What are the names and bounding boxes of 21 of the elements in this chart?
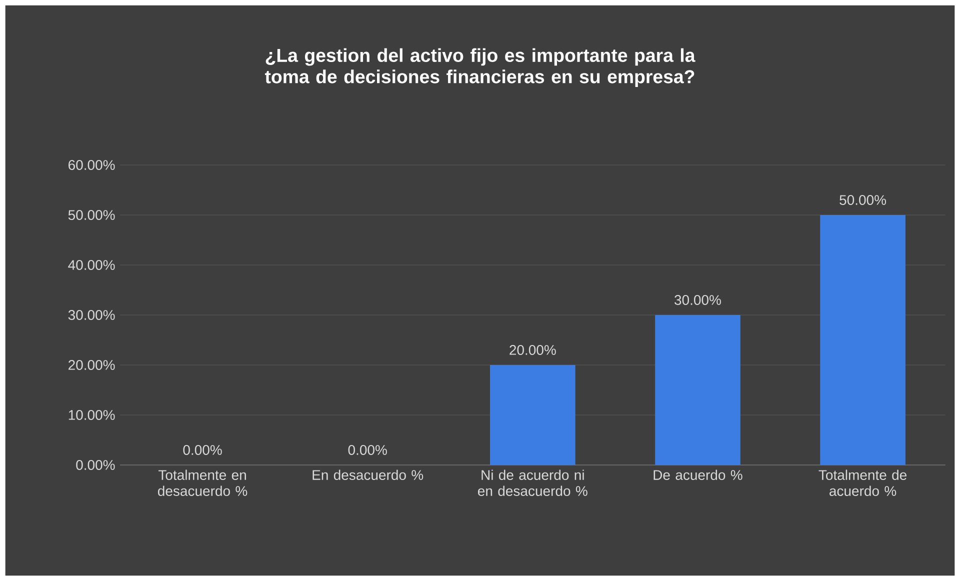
y-tick-label: 0.00% <box>76 460 115 470</box>
x-tick-label: En desacuerdo % <box>312 470 424 480</box>
data-label: 20.00% <box>510 345 556 355</box>
data-label: 30.00% <box>674 295 721 305</box>
y-tick-label: 50.00% <box>68 210 115 220</box>
y-tick-label: 60.00% <box>68 160 115 170</box>
y-tick-label: 20.00% <box>68 360 115 370</box>
y-tick-label: 30.00% <box>68 310 115 320</box>
x-tick-label: Totalmente en desacuerdo % <box>158 470 248 496</box>
bar <box>655 314 740 465</box>
y-tick-label: 40.00% <box>68 260 115 270</box>
data-label: 0.00% <box>183 445 222 455</box>
chart-title: ¿La gestion del activo fijo es importante para la toma de decisiones financieras en su empresa? <box>264 48 696 88</box>
x-tick-label: Totalmente de acuerdo % <box>818 470 907 496</box>
y-tick-label: 10.00% <box>68 410 115 420</box>
x-tick-label: Ni de acuerdo ni en desacuerdo % <box>478 470 588 496</box>
data-label: 0.00% <box>348 445 387 455</box>
x-tick-label: De acuerdo % <box>654 470 742 480</box>
data-label: 50.00% <box>840 195 886 205</box>
bar <box>490 364 576 465</box>
bar <box>820 214 906 465</box>
